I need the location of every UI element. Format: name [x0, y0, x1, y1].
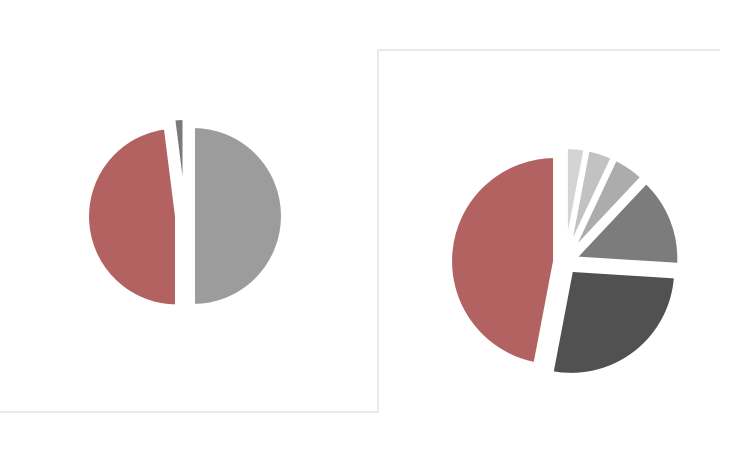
pie-slice	[448, 154, 558, 367]
pie-slice	[566, 147, 616, 254]
pie-slice	[170, 116, 187, 209]
pie-slice	[191, 123, 285, 309]
pie-slice	[568, 156, 646, 256]
pie-slice	[563, 145, 588, 253]
pie-slice	[85, 124, 180, 309]
pie-slice	[569, 178, 682, 268]
pie-slice	[549, 267, 679, 377]
